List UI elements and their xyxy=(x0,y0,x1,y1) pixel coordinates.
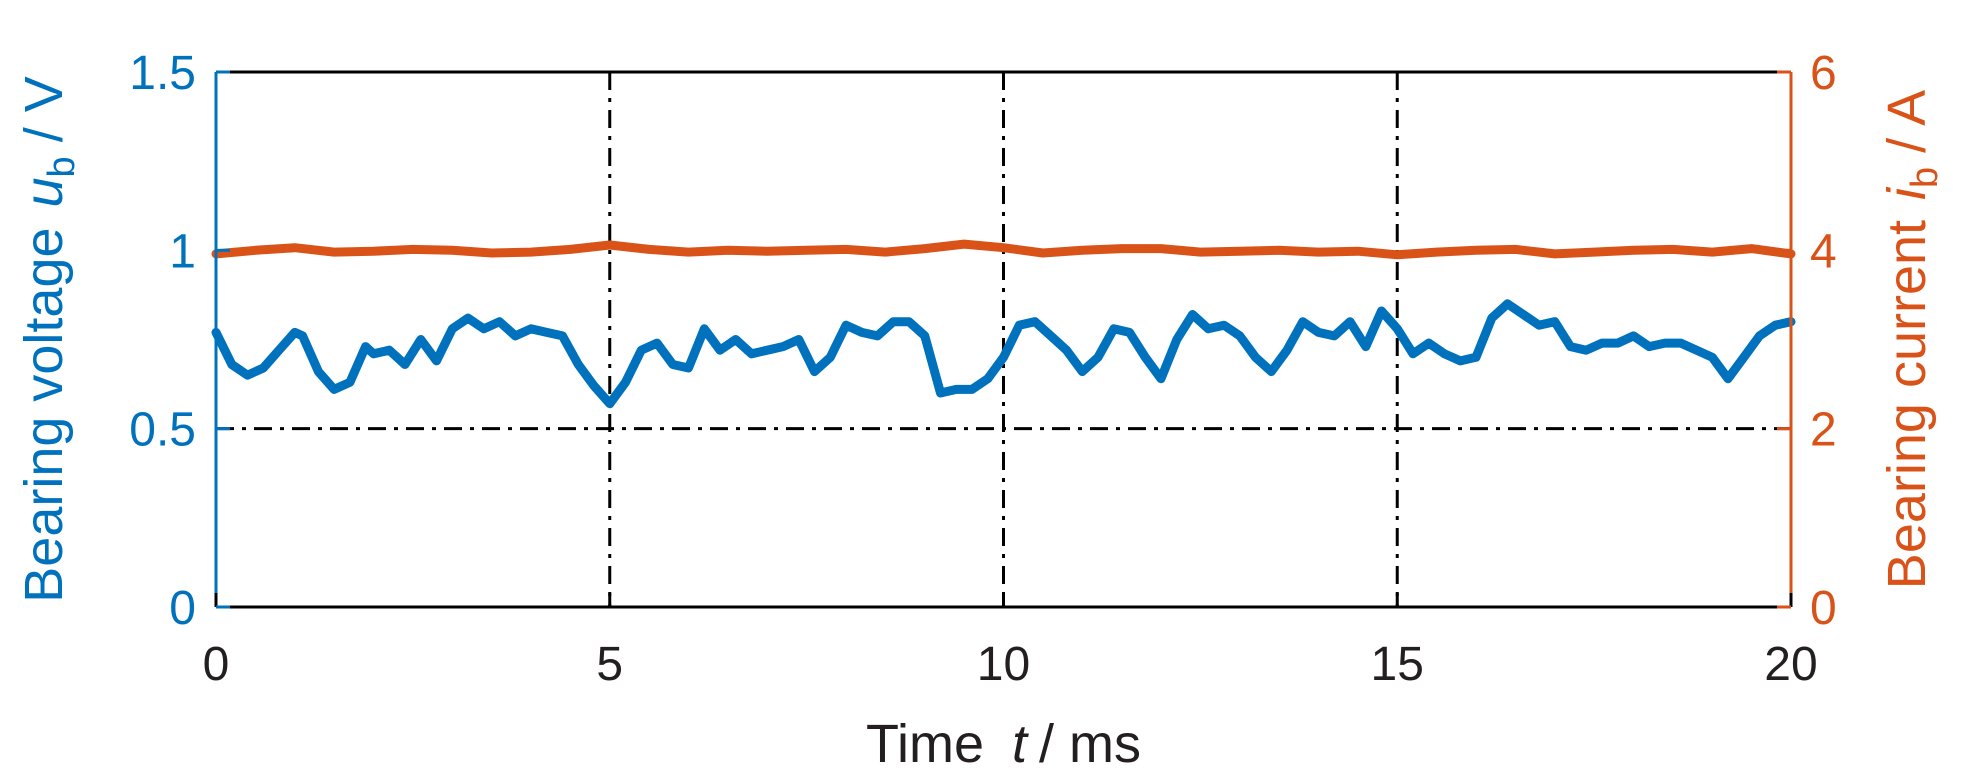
x-tick-label: 10 xyxy=(977,638,1030,691)
left-y-axis-label-unit: / V xyxy=(14,76,74,142)
left-y-axis-label-text: Bearing voltage xyxy=(14,227,74,602)
x-tick-label: 20 xyxy=(1764,638,1817,691)
left-y-tick-label: 0.5 xyxy=(129,404,196,457)
right-y-tick-label: 0 xyxy=(1810,582,1837,635)
right-y-axis-label: Bearing current ib / A xyxy=(1877,90,1946,589)
x-axis-label-symbol: t xyxy=(1012,714,1029,774)
left-y-axis-label-subscript: b xyxy=(41,156,83,177)
right-y-axis-label-unit: / A xyxy=(1877,90,1937,153)
grid-lines xyxy=(216,72,1791,607)
right-y-axis-label-symbol: i xyxy=(1877,186,1937,200)
left-y-tick-label: 1 xyxy=(169,225,196,278)
x-tick-label: 0 xyxy=(203,638,230,691)
x-axis-label: Time t / ms xyxy=(866,714,1141,774)
right-y-axis-label-subscript: b xyxy=(1904,167,1946,188)
x-axis-label-text: Time xyxy=(866,714,984,774)
left-y-tick-label: 1.5 xyxy=(129,47,196,100)
x-tick-label: 5 xyxy=(596,638,623,691)
left-y-axis-label: Bearing voltage ub / V xyxy=(14,76,83,602)
data-series xyxy=(211,239,1796,409)
right-y-tick-label: 4 xyxy=(1810,225,1837,278)
right-y-axis-label-text: Bearing current xyxy=(1877,220,1937,589)
right-y-tick-label: 2 xyxy=(1810,404,1837,457)
right-y-tick-label: 6 xyxy=(1810,47,1837,100)
x-tick-label: 15 xyxy=(1371,638,1424,691)
left-y-tick-label: 0 xyxy=(169,582,196,635)
x-axis-label-unit: / ms xyxy=(1039,714,1141,774)
left-y-axis-label-symbol: u xyxy=(14,177,74,207)
bearing-voltage-line xyxy=(211,299,1796,409)
bearing-current-line xyxy=(211,239,1796,260)
